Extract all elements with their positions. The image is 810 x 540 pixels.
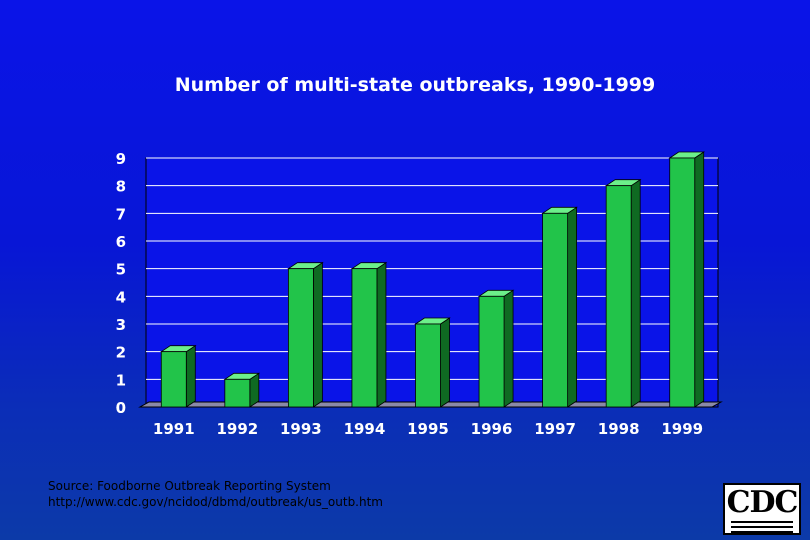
source-text: Source: Foodborne Outbreak Reporting Sys… xyxy=(48,479,331,493)
bar-side xyxy=(376,261,387,408)
bar-front xyxy=(351,268,378,408)
bar-side xyxy=(440,317,450,408)
bar xyxy=(223,372,261,408)
bar-side xyxy=(503,289,514,408)
bar-side xyxy=(694,151,705,408)
bar-front xyxy=(605,185,632,408)
bar xyxy=(414,317,451,408)
bar-side xyxy=(312,261,323,408)
x-tick-label: 1995 xyxy=(407,420,449,438)
bar-front xyxy=(478,295,505,408)
cdc-logo-tagline-lines xyxy=(731,521,793,536)
cdc-logo-text: CDC xyxy=(726,485,799,520)
y-tick-label: 2 xyxy=(116,344,126,362)
bar-side xyxy=(630,178,641,408)
y-tick-label: 0 xyxy=(116,399,126,417)
source-url: http://www.cdc.gov/ncidod/dbmd/outbreak/… xyxy=(48,495,383,509)
bar-front xyxy=(542,212,569,408)
y-tick-label: 6 xyxy=(116,233,126,251)
bar-front xyxy=(669,157,696,408)
bar xyxy=(159,344,197,408)
cdc-logo: CDC xyxy=(723,483,801,535)
y-tick-label: 9 xyxy=(116,150,126,168)
x-tick-label: 1998 xyxy=(598,420,640,438)
y-axis-ticks: 0 1 2 3 4 5 6 7 8 9 xyxy=(116,150,126,417)
bars xyxy=(159,151,706,408)
x-tick-label: 1997 xyxy=(534,420,576,438)
bar-front xyxy=(160,351,187,408)
bar xyxy=(668,151,706,408)
chart-title: Number of multi-state outbreaks, 1990-19… xyxy=(174,74,656,96)
bar xyxy=(477,289,515,408)
bar-front xyxy=(224,378,251,408)
x-axis-ticks: 1991 1992 1993 1994 1995 1996 1997 1998 1999 xyxy=(153,420,703,438)
bar xyxy=(350,261,388,408)
bar-side xyxy=(185,344,196,408)
x-tick-label: 1992 xyxy=(216,420,258,438)
y-tick-label: 5 xyxy=(116,261,126,279)
y-tick-label: 8 xyxy=(116,178,126,196)
x-tick-label: 1991 xyxy=(153,420,195,438)
bar-front xyxy=(415,323,441,408)
x-tick-label: 1994 xyxy=(344,420,386,438)
bar xyxy=(541,206,578,408)
x-tick-label: 1999 xyxy=(661,420,703,438)
bar xyxy=(604,178,642,408)
x-tick-label: 1996 xyxy=(471,420,513,438)
bar-front xyxy=(287,268,314,408)
bar-side xyxy=(567,206,578,408)
x-tick-label: 1993 xyxy=(280,420,322,438)
y-tick-label: 7 xyxy=(116,205,126,223)
y-tick-label: 3 xyxy=(116,316,126,334)
y-tick-label: 4 xyxy=(116,288,126,306)
bar xyxy=(287,261,324,408)
y-tick-label: 1 xyxy=(116,371,126,389)
